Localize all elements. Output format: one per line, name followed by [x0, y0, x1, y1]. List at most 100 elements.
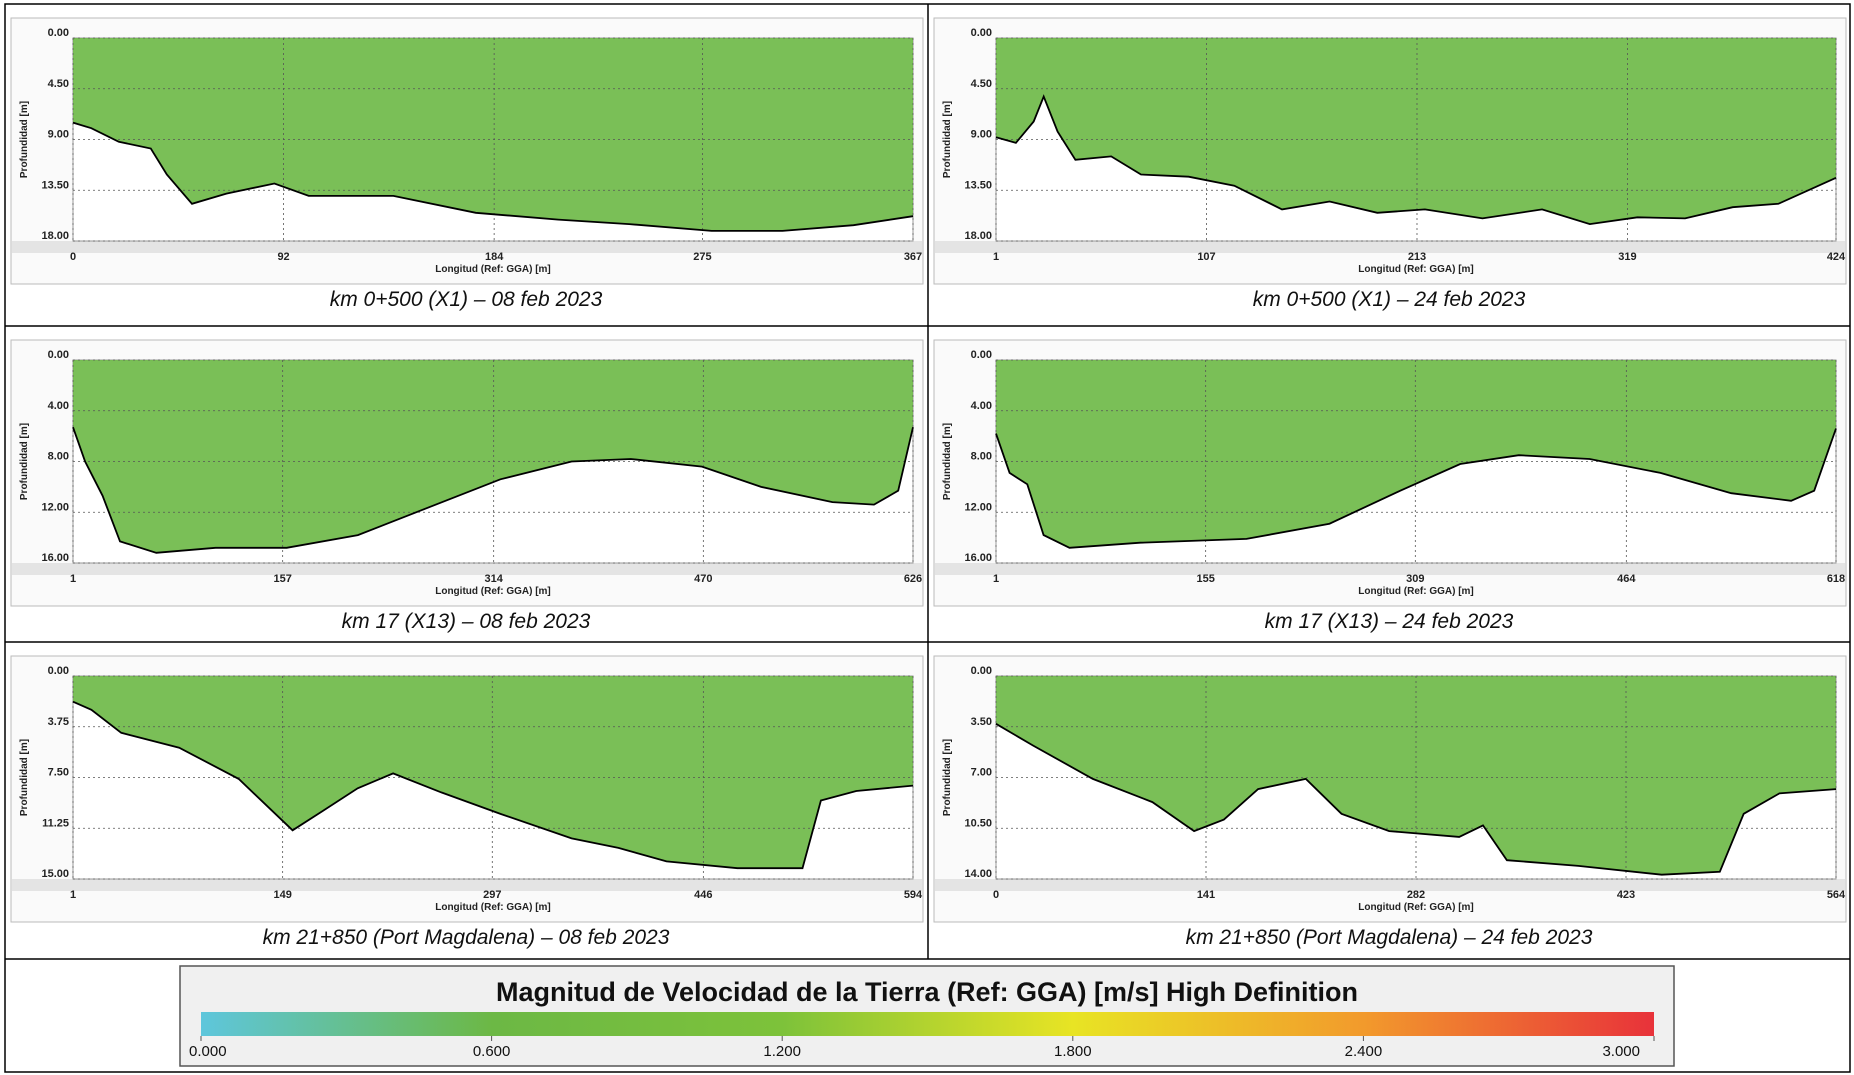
- bed-line: [995, 428, 1837, 549]
- panel: 0.00 4.00 8.00 12.00 16.001 155 309 464 618 Profu…: [933, 339, 1847, 607]
- x-tick-label: 155: [1196, 573, 1214, 585]
- colorbar-tick-label: 3.000: [1602, 1043, 1640, 1060]
- x-tick-label: 282: [1407, 889, 1425, 901]
- caption: km 17 (X13) – 08 feb 2023: [342, 610, 591, 633]
- x-axis-label: Longitud (Ref: GGA) [m]: [435, 264, 551, 275]
- x-tick-label: 319: [1618, 251, 1636, 263]
- bed-line: [72, 426, 914, 554]
- y-tick-label: 18.00: [41, 230, 69, 242]
- panel: 0.00 4.00 8.00 12.00 16.001 157 314 470 626 Profu…: [10, 339, 924, 607]
- axis-band: [935, 563, 1845, 575]
- y-tick-label: 15.00: [41, 868, 69, 880]
- colorbar-tick-label: 0.600: [473, 1043, 511, 1060]
- x-tick-label: 1: [993, 251, 999, 263]
- y-tick-label: 16.00: [41, 552, 69, 564]
- y-tick-label: 10.50: [964, 817, 992, 829]
- y-tick-label: 18.00: [964, 230, 992, 242]
- caption: km 0+500 (X1) – 24 feb 2023: [1253, 288, 1526, 311]
- velocity-field: [996, 38, 1836, 225]
- colorbar: [201, 1012, 1654, 1036]
- y-tick-label: 0.00: [971, 665, 992, 677]
- y-axis-label: Profundidad [m]: [942, 739, 953, 816]
- y-tick-label: 4.00: [971, 400, 992, 412]
- y-axis-label: Profundidad [m]: [19, 423, 30, 500]
- x-axis-label: Longitud (Ref: GGA) [m]: [435, 902, 551, 913]
- x-tick-label: 0: [993, 889, 999, 901]
- x-tick-label: 1: [70, 573, 76, 585]
- axis-band: [935, 241, 1845, 253]
- colorbar-tick-label: 0.000: [189, 1043, 227, 1060]
- y-tick-label: 3.50: [971, 716, 992, 728]
- velocity-field: [73, 360, 913, 553]
- axis-band: [12, 563, 922, 575]
- x-tick-label: 184: [485, 251, 504, 263]
- caption: km 17 (X13) – 24 feb 2023: [1265, 610, 1514, 633]
- x-tick-label: 314: [484, 573, 503, 585]
- panel: 0.00 3.50 7.00 10.50 14.000 141 282 423 564 Profu…: [933, 655, 1847, 923]
- x-tick-label: 1: [993, 573, 999, 585]
- x-tick-label: 626: [904, 573, 922, 585]
- x-tick-label: 464: [1617, 573, 1636, 585]
- y-tick-label: 0.00: [48, 349, 69, 361]
- y-axis-label: Profundidad [m]: [19, 739, 30, 816]
- x-axis-label: Longitud (Ref: GGA) [m]: [1358, 902, 1474, 913]
- x-tick-label: 309: [1406, 573, 1424, 585]
- y-tick-label: 8.00: [971, 451, 992, 463]
- x-tick-label: 594: [904, 889, 923, 901]
- axis-band: [935, 879, 1845, 891]
- caption: km 21+850 (Port Magdalena) – 24 feb 2023: [1186, 926, 1593, 949]
- caption: km 21+850 (Port Magdalena) – 08 feb 2023: [263, 926, 670, 949]
- panel: 0.00 3.75 7.50 11.25 15.001 149 297 446 594 Profu…: [10, 655, 924, 923]
- colorbar-tick-label: 1.200: [763, 1043, 801, 1060]
- x-tick-label: 149: [273, 889, 291, 901]
- y-tick-label: 7.50: [48, 767, 69, 779]
- y-tick-label: 9.00: [971, 129, 992, 141]
- y-tick-label: 13.50: [41, 179, 69, 191]
- x-tick-label: 297: [483, 889, 501, 901]
- x-tick-label: 423: [1617, 889, 1635, 901]
- y-tick-label: 11.25: [42, 817, 69, 829]
- y-tick-label: 13.50: [964, 179, 992, 191]
- x-tick-label: 213: [1408, 251, 1426, 263]
- y-tick-label: 16.00: [964, 552, 992, 564]
- x-tick-label: 618: [1827, 573, 1845, 585]
- y-tick-label: 0.00: [48, 27, 69, 39]
- y-tick-label: 0.00: [971, 349, 992, 361]
- x-tick-label: 424: [1827, 251, 1846, 263]
- y-axis-label: Profundidad [m]: [19, 101, 30, 178]
- x-tick-label: 157: [273, 573, 291, 585]
- x-tick-label: 141: [1197, 889, 1215, 901]
- y-tick-label: 0.00: [48, 665, 69, 677]
- y-tick-label: 4.50: [48, 78, 69, 90]
- y-tick-label: 12.00: [41, 501, 69, 513]
- x-tick-label: 367: [904, 251, 922, 263]
- velocity-field: [73, 38, 913, 231]
- panel: 0.00 4.50 9.00 13.50 18.000 92 184 275 367 Profun…: [10, 17, 924, 285]
- y-axis-label: Profundidad [m]: [942, 101, 953, 178]
- bed-line: [995, 94, 1837, 226]
- y-tick-label: 14.00: [964, 868, 992, 880]
- y-axis-label: Profundidad [m]: [942, 423, 953, 500]
- bed-line: [72, 700, 914, 870]
- y-tick-label: 7.00: [971, 767, 992, 779]
- velocity-field: [996, 676, 1836, 875]
- y-tick-label: 8.00: [48, 451, 69, 463]
- x-tick-label: 1: [70, 889, 76, 901]
- x-axis-label: Longitud (Ref: GGA) [m]: [1358, 586, 1474, 597]
- x-axis-label: Longitud (Ref: GGA) [m]: [1358, 264, 1474, 275]
- x-tick-label: 470: [694, 573, 712, 585]
- x-tick-label: 92: [277, 251, 289, 263]
- y-tick-label: 0.00: [971, 27, 992, 39]
- y-tick-label: 12.00: [964, 501, 992, 513]
- y-tick-label: 3.75: [48, 716, 69, 728]
- colorbar-tick-label: 2.400: [1345, 1043, 1383, 1060]
- y-tick-label: 9.00: [48, 129, 69, 141]
- colorbar-title: Magnitud de Velocidad de la Tierra (Ref:…: [496, 977, 1358, 1007]
- x-tick-label: 0: [70, 251, 76, 263]
- x-tick-label: 564: [1827, 889, 1846, 901]
- axis-band: [12, 241, 922, 253]
- x-tick-label: 275: [693, 251, 711, 263]
- y-tick-label: 4.50: [971, 78, 992, 90]
- axis-band: [12, 879, 922, 891]
